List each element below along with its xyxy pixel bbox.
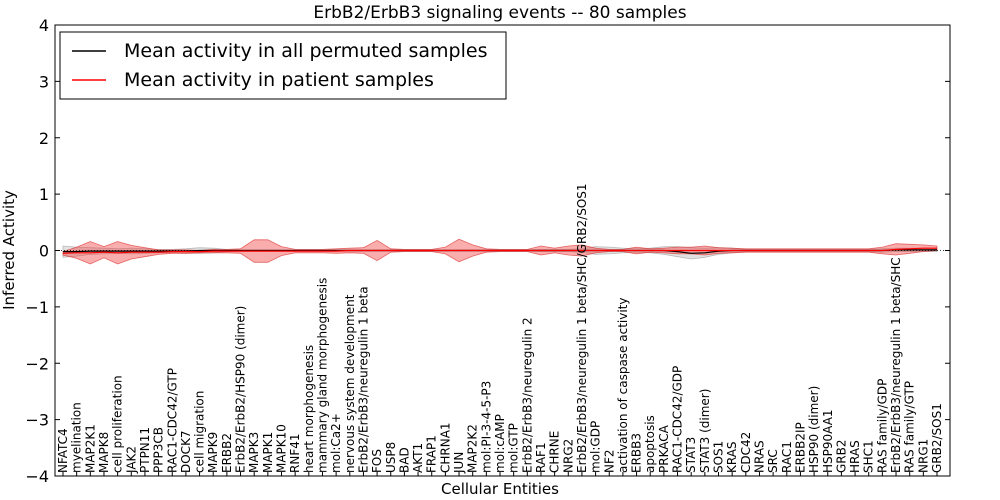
y-axis-label: Inferred Activity (0, 190, 18, 310)
x-tick-label: MAP2K1 (83, 424, 97, 473)
x-tick-label: NRG1 (916, 439, 930, 473)
x-tick-label: DOCK7 (179, 430, 193, 473)
x-tick-label: STAT3 (684, 437, 698, 473)
x-tick-label: CDC42 (739, 432, 753, 473)
x-tick-label: RAC1 (780, 441, 794, 473)
x-tick-label: MAPK10 (275, 424, 289, 473)
x-tick-label: SRC (766, 449, 780, 473)
y-tick-label: 0 (39, 242, 49, 261)
x-tick-label: MAPK1 (261, 432, 275, 473)
x-tick-label: nervous system development (343, 294, 357, 473)
x-tick-label: MAPK3 (247, 432, 261, 473)
x-tick-label: KRAS (725, 441, 739, 473)
x-tick-label: cell migration (193, 391, 207, 473)
legend-label-patient: Mean activity in patient samples (124, 69, 434, 91)
x-tick-label: mol:Ca2+ (329, 413, 343, 473)
legend: Mean activity in all permuted samples Me… (59, 31, 507, 100)
x-tick-label: HRAS (848, 440, 862, 473)
x-tick-label: JUN (452, 452, 466, 474)
x-tick-label: NFATC4 (56, 428, 70, 473)
y-tick-label: −2 (25, 354, 49, 373)
x-axis: NFATC4 myelination MAP2K1 MAPK8 cell prolife… (56, 183, 944, 476)
x-tick-label: activation of caspase activity (616, 298, 630, 473)
x-tick-label: PPP3CB (152, 427, 166, 473)
x-tick-label: mol:PI-3-4-5-P3 (479, 381, 493, 473)
x-tick-label: ErbB2/ErbB3/neuregulin 1 beta/SHC/GRB2/S… (575, 183, 589, 473)
x-tick-label: RAC1-CDC42/GTP (165, 368, 179, 473)
y-tick-label: 2 (39, 129, 49, 148)
x-tick-label: FRAP1 (425, 435, 439, 473)
x-tick-label: mol:GDP (589, 421, 603, 473)
x-tick-label: RAS family/GTP (903, 381, 917, 473)
x-tick-label: CHRNA1 (438, 422, 452, 473)
x-tick-label: HSP90 (dimer) (807, 386, 821, 473)
x-tick-label: MAP2K2 (466, 424, 480, 473)
x-tick-label: cell proliferation (111, 375, 125, 473)
x-tick-label: SOS1 (712, 441, 726, 473)
x-tick-label: ERBB2 (220, 433, 234, 473)
x-tick-label: RNF41 (288, 434, 302, 474)
x-tick-label: NF2 (602, 449, 616, 473)
x-tick-label: PRKACA (657, 424, 671, 473)
x-axis-label: Cellular Entities (441, 480, 559, 498)
x-tick-label: mol:GTP (507, 423, 521, 473)
x-tick-label: ErbB2/ErbB3/neuregulin 1 beta (356, 286, 370, 473)
x-tick-label: STAT3 (dimer) (698, 389, 712, 473)
x-tick-label: GRB2/SOS1 (930, 403, 944, 473)
y-tick-label: −4 (25, 467, 49, 486)
x-tick-label: MAPK8 (97, 432, 111, 473)
x-tick-label: SHC1 (862, 440, 876, 473)
x-tick-label: mammary gland morphogenesis (316, 278, 330, 473)
x-tick-label: GRB2 (834, 439, 848, 473)
x-tick-label: MAPK9 (206, 432, 220, 473)
series-lines (62, 247, 937, 254)
y-tick-label: −3 (25, 411, 49, 430)
x-tick-label: FOS (370, 449, 384, 473)
y-tick-label: 1 (39, 185, 49, 204)
legend-box (59, 31, 507, 100)
line-patient (62, 247, 937, 254)
x-tick-label: PTPN11 (138, 427, 152, 473)
x-tick-label: ErbB2/ErbB3/neuregulin 1 beta/SHC (889, 257, 903, 473)
x-tick-label: AKT1 (411, 443, 425, 473)
x-tick-label: ERBB3 (630, 433, 644, 473)
y-axis: 4 3 2 1 0 −1 −2 −3 −4 (25, 16, 950, 486)
x-tick-label: mol:cAMP (493, 414, 507, 473)
y-tick-label: 4 (39, 16, 49, 35)
x-tick-label: ErbB2/ErbB2/HSP90 (dimer) (234, 306, 248, 473)
y-tick-label: −1 (25, 298, 49, 317)
x-tick-label: heart morphogenesis (302, 345, 316, 473)
x-tick-label: CHRNE (548, 431, 562, 473)
x-tick-label: NRG2 (561, 439, 575, 473)
x-tick-label: RAS family/GDP (875, 379, 889, 473)
x-tick-label: HSP90AA1 (821, 409, 835, 473)
x-tick-label: NRAS (753, 440, 767, 473)
x-tick-label: apoptosis (643, 415, 657, 473)
legend-label-permuted: Mean activity in all permuted samples (124, 40, 487, 62)
y-tick-label: 3 (39, 72, 49, 91)
x-tick-label: ERBB2IP (793, 422, 807, 473)
x-tick-label: RAF1 (534, 442, 548, 473)
x-tick-label: BAD (397, 447, 411, 473)
x-tick-label: myelination (70, 402, 84, 473)
x-tick-label: ErbB2/ErbB3/neuregulin 2 (520, 317, 534, 473)
x-tick-label: RAC1-CDC42/GDP (671, 366, 685, 473)
chart-title: ErbB2/ErbB3 signaling events -- 80 sampl… (313, 3, 686, 23)
x-tick-label: JAK2 (124, 446, 138, 474)
x-tick-label: USP8 (384, 442, 398, 473)
